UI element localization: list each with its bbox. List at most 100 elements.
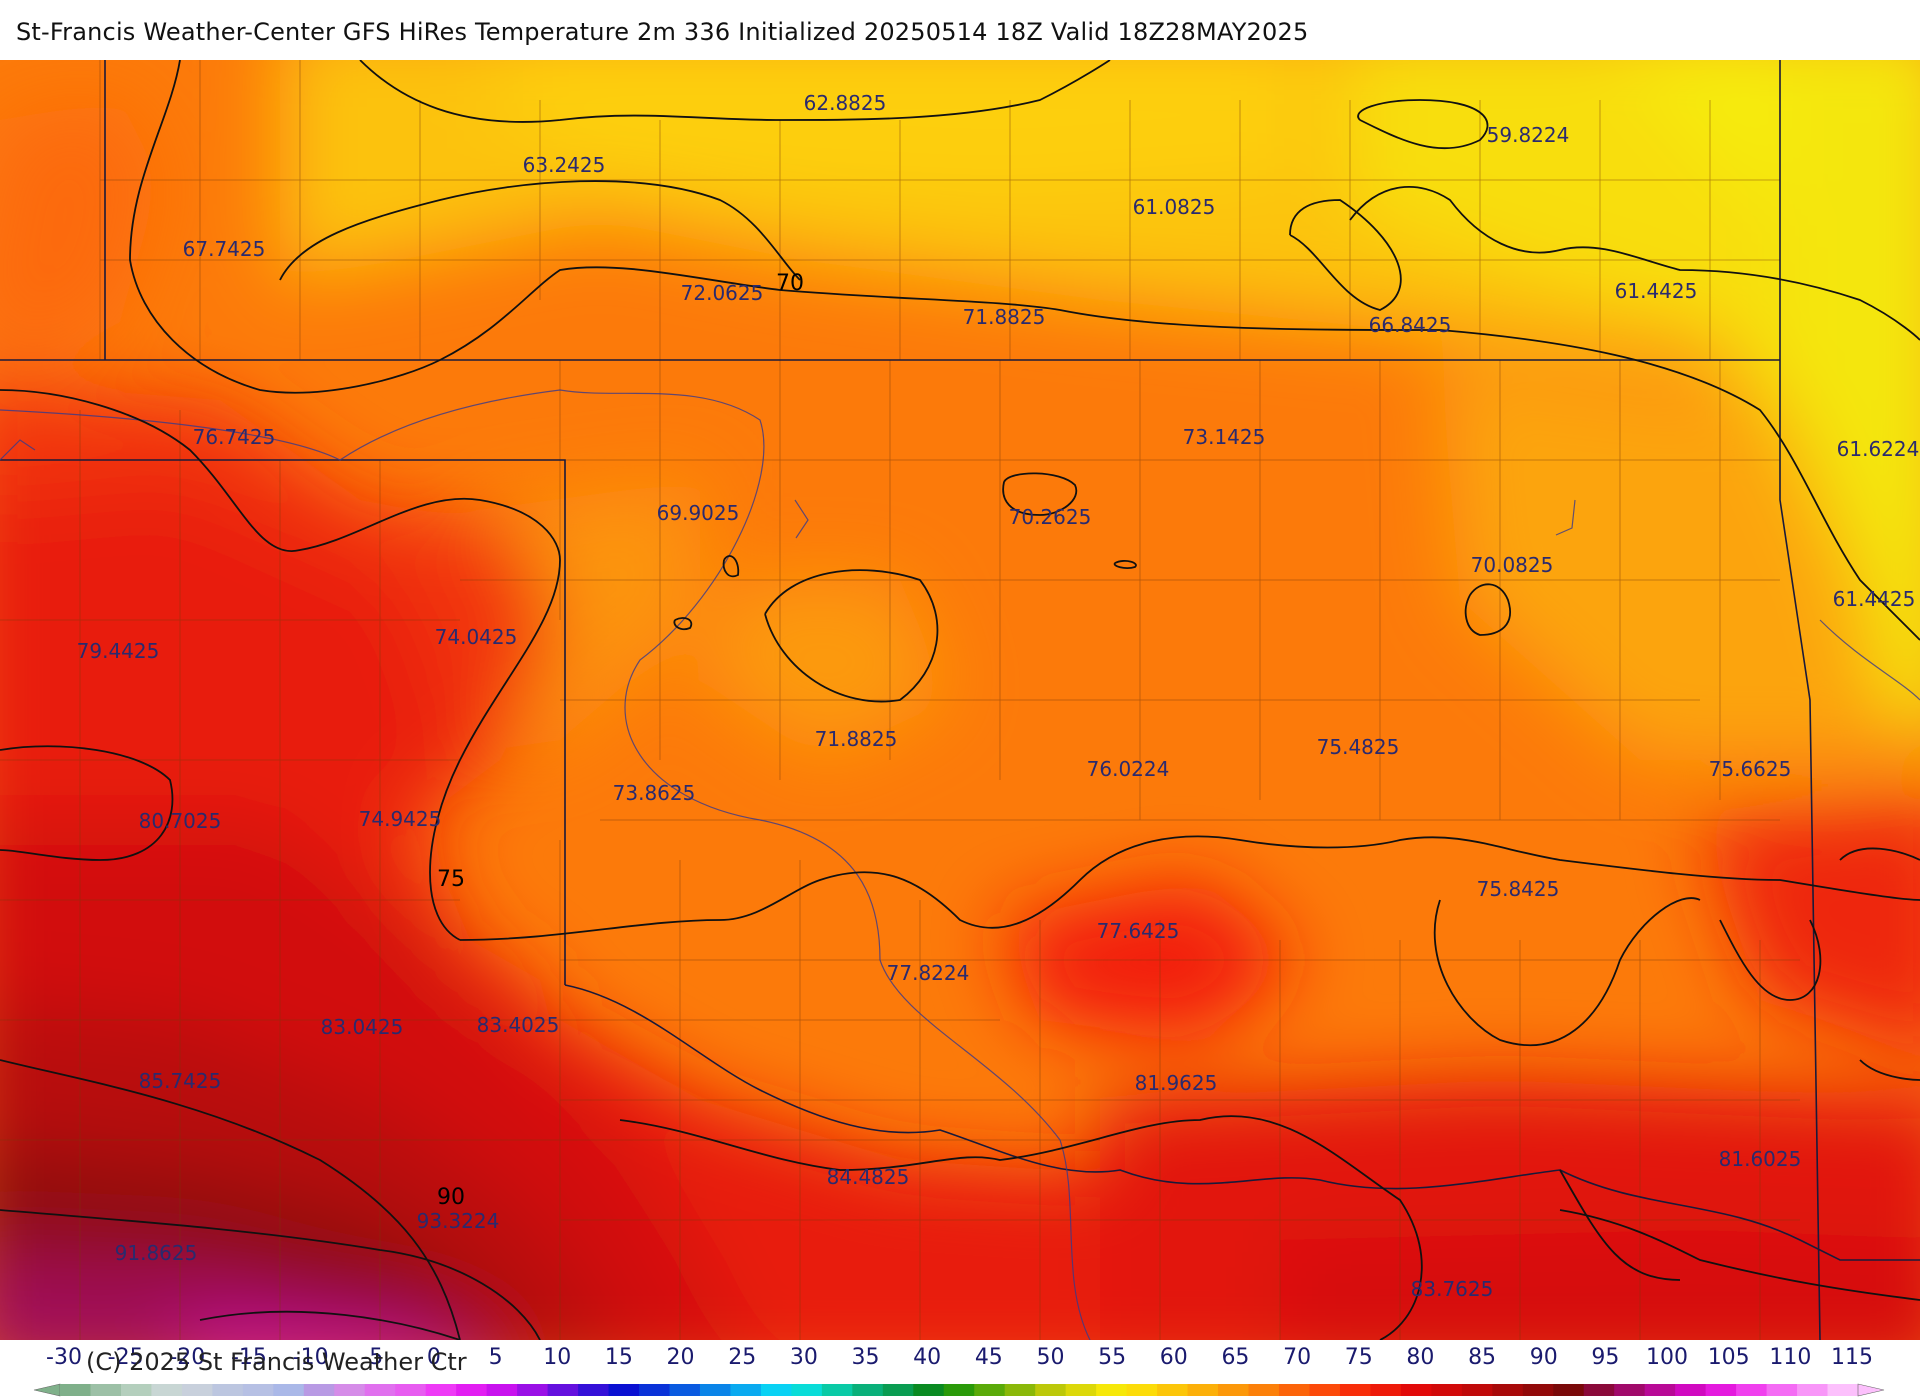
temperature-value-label: 77.8224	[887, 961, 970, 985]
legend-color-swatch	[1797, 1384, 1829, 1396]
legend-tick-label: 0	[427, 1345, 441, 1370]
legend-tick-label: 5	[489, 1345, 503, 1370]
legend-color-swatch	[1004, 1384, 1036, 1396]
temperature-value-label: 91.8625	[115, 1241, 198, 1265]
legend-tick-label: 40	[913, 1345, 941, 1370]
legend-tick-label: 100	[1646, 1345, 1688, 1370]
legend-color-swatch	[1461, 1384, 1493, 1396]
temperature-value-label: 85.7425	[139, 1069, 222, 1093]
temperature-value-label: 72.0625	[681, 281, 764, 305]
legend-tick-label: 55	[1098, 1345, 1126, 1370]
rivers	[0, 389, 1920, 1340]
temperature-value-label: 76.0224	[1087, 757, 1170, 781]
temperature-value-label: 80.7025	[139, 809, 222, 833]
legend-color-swatch	[90, 1384, 122, 1396]
legend-color-swatch	[151, 1384, 183, 1396]
legend-color-swatch	[1248, 1384, 1280, 1396]
temperature-value-label: 81.9625	[1135, 1071, 1218, 1095]
legend-color-swatch	[303, 1384, 335, 1396]
legend-color-swatch	[1035, 1384, 1067, 1396]
legend-color-swatch	[456, 1384, 488, 1396]
contour-labels: 70 75 90	[437, 271, 804, 1210]
legend-color-swatch	[364, 1384, 396, 1396]
legend-tick-label: -30	[46, 1345, 82, 1370]
temperature-value-label: 73.8625	[613, 781, 696, 805]
temperature-value-label: 76.7425	[193, 425, 276, 449]
isotherm-contour-label: 75	[437, 867, 465, 892]
legend-tick-label: 65	[1221, 1345, 1249, 1370]
legend-color-swatch	[1492, 1384, 1524, 1396]
temperature-value-label: 67.7425	[183, 237, 266, 261]
legend-color-swatch	[1278, 1384, 1310, 1396]
legend-color-swatch	[212, 1384, 244, 1396]
isotherm-contour-label: 70	[776, 271, 804, 296]
legend-color-swatch	[1339, 1384, 1371, 1396]
legend-color-swatch	[395, 1384, 427, 1396]
legend-color-swatch	[852, 1384, 884, 1396]
legend-tick-label: 60	[1160, 1345, 1188, 1370]
isotherm-contour-label: 90	[437, 1185, 465, 1210]
legend-tick-label: 90	[1530, 1345, 1558, 1370]
legend-tick-label: 80	[1406, 1345, 1434, 1370]
state-borders	[0, 60, 1920, 1340]
legend-color-swatch	[1187, 1384, 1219, 1396]
temperature-value-label: 81.6025	[1719, 1147, 1802, 1171]
legend-tick-label: 110	[1769, 1345, 1811, 1370]
legend-color-swatch	[1553, 1384, 1585, 1396]
legend-tick-label: 105	[1708, 1345, 1750, 1370]
legend-tick-label: 85	[1468, 1345, 1496, 1370]
legend-color-swatch	[1766, 1384, 1798, 1396]
legend-max-arrow	[1857, 1383, 1885, 1397]
temperature-value-label: 73.1425	[1183, 425, 1266, 449]
legend-color-swatch	[730, 1384, 762, 1396]
temperature-value-label: 70.0825	[1471, 553, 1554, 577]
temperature-value-label: 83.0425	[321, 1015, 404, 1039]
temperature-value-label: 71.8825	[963, 305, 1046, 329]
legend-color-swatch	[1705, 1384, 1737, 1396]
legend-tick-label: 45	[975, 1345, 1003, 1370]
temperature-value-label: 63.2425	[523, 153, 606, 177]
legend-color-swatch	[1126, 1384, 1158, 1396]
legend-color-swatch	[486, 1384, 518, 1396]
legend-color-swatch	[60, 1384, 91, 1396]
county-borders	[0, 60, 1800, 1340]
legend-tick-label: -10	[293, 1345, 329, 1370]
legend-tick-label: -5	[361, 1345, 383, 1370]
legend-color-swatch	[1157, 1384, 1189, 1396]
legend-tick-label: -25	[108, 1345, 144, 1370]
temperature-value-label: 61.0825	[1133, 195, 1216, 219]
legend-color-swatch	[1431, 1384, 1463, 1396]
temperature-value-label: 84.4825	[827, 1165, 910, 1189]
temperature-value-label: 83.4025	[477, 1013, 560, 1037]
legend-color-swatch	[1400, 1384, 1432, 1396]
temperature-value-label: 74.9425	[359, 807, 442, 831]
legend-tick-label: 35	[852, 1345, 880, 1370]
legend-color-swatch	[1736, 1384, 1768, 1396]
temperature-value-label: 61.6224	[1837, 437, 1920, 461]
legend-color-swatch	[608, 1384, 640, 1396]
temperature-value-label: 71.8825	[815, 727, 898, 751]
temperature-value-label: 59.8224	[1487, 123, 1570, 147]
temperature-value-label: 75.8425	[1477, 877, 1560, 901]
legend-tick-label: 30	[790, 1345, 818, 1370]
temperature-value-label: 79.4425	[77, 639, 160, 663]
temperature-map: 62.8825 59.8224 63.2425 61.0825 67.7425 72.06…	[0, 60, 1920, 1340]
legend-tick-label: -20	[169, 1345, 205, 1370]
legend-tick-label: 115	[1831, 1345, 1873, 1370]
legend-color-swatch	[974, 1384, 1006, 1396]
legend-color-swatch	[1522, 1384, 1554, 1396]
legend-tick-label: 75	[1345, 1345, 1373, 1370]
temperature-value-label: 66.8425	[1369, 313, 1452, 337]
map-title: St-Francis Weather-Center GFS HiRes Temp…	[16, 18, 1309, 46]
legend-tick-label: 70	[1283, 1345, 1311, 1370]
legend-tick-label: 25	[728, 1345, 756, 1370]
legend-color-swatch	[242, 1384, 274, 1396]
isotherms	[0, 60, 1920, 1340]
temperature-value-label: 69.9025	[657, 501, 740, 525]
legend-colorbar	[33, 1383, 1885, 1397]
temperature-value-label: 61.4425	[1615, 279, 1698, 303]
legend-color-swatch	[882, 1384, 914, 1396]
legend-tick-label: 95	[1591, 1345, 1619, 1370]
legend-color-swatch	[547, 1384, 579, 1396]
legend-color-swatch	[821, 1384, 853, 1396]
